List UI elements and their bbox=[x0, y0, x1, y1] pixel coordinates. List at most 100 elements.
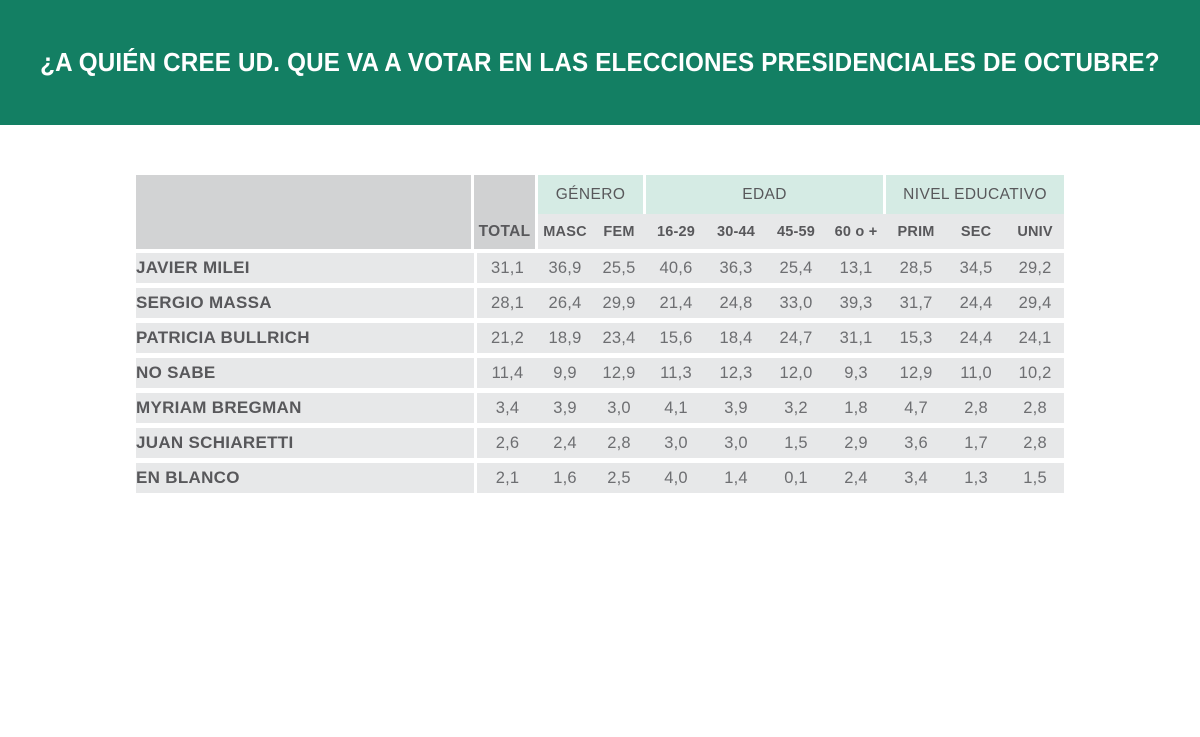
cell-e16_29: 40,6 bbox=[646, 253, 707, 283]
cell-fem: 25,5 bbox=[592, 253, 647, 283]
column-header-prim: PRIM bbox=[886, 214, 947, 249]
column-header-univ: UNIV bbox=[1006, 214, 1065, 249]
cell-masc: 26,4 bbox=[538, 288, 592, 318]
cell-prim: 15,3 bbox=[886, 323, 947, 353]
cell-e45_59: 24,7 bbox=[766, 323, 827, 353]
column-header-sec: SEC bbox=[946, 214, 1007, 249]
cell-total: 2,6 bbox=[474, 428, 538, 458]
cell-e45_59: 0,1 bbox=[766, 463, 827, 493]
row-label: PATRICIA BULLRICH bbox=[136, 323, 474, 353]
cell-e45_59: 1,5 bbox=[766, 428, 827, 458]
row-label: MYRIAM BREGMAN bbox=[136, 393, 474, 423]
row-gap bbox=[136, 353, 1065, 358]
cell-e16_29: 4,1 bbox=[646, 393, 707, 423]
cell-e30_44: 3,0 bbox=[706, 428, 767, 458]
cell-sec: 34,5 bbox=[946, 253, 1007, 283]
column-header-masc: MASC bbox=[538, 214, 592, 249]
cell-e30_44: 24,8 bbox=[706, 288, 767, 318]
cell-e30_44: 3,9 bbox=[706, 393, 767, 423]
cell-e16_29: 4,0 bbox=[646, 463, 707, 493]
header-body-spacer bbox=[136, 249, 1065, 253]
poll-results-table: GÉNERO EDAD NIVEL EDUCATIVO TOTAL MASC F… bbox=[136, 175, 1065, 493]
cell-fem: 2,5 bbox=[592, 463, 647, 493]
cell-prim: 3,6 bbox=[886, 428, 947, 458]
column-header-60-mas: 60 o + bbox=[826, 214, 887, 249]
cell-sec: 1,7 bbox=[946, 428, 1007, 458]
group-header-genero: GÉNERO bbox=[538, 175, 647, 214]
cell-masc: 36,9 bbox=[538, 253, 592, 283]
cell-sec: 24,4 bbox=[946, 288, 1007, 318]
group-header-edad: EDAD bbox=[646, 175, 887, 214]
cell-fem: 23,4 bbox=[592, 323, 647, 353]
row-gap bbox=[136, 283, 1065, 288]
cell-e60_mas: 1,8 bbox=[826, 393, 887, 423]
cell-e45_59: 12,0 bbox=[766, 358, 827, 388]
cell-e16_29: 15,6 bbox=[646, 323, 707, 353]
table-head: GÉNERO EDAD NIVEL EDUCATIVO TOTAL MASC F… bbox=[136, 175, 1065, 249]
column-header-total: TOTAL bbox=[474, 214, 538, 249]
cell-univ: 29,2 bbox=[1006, 253, 1065, 283]
cell-total: 21,2 bbox=[474, 323, 538, 353]
row-gap bbox=[136, 388, 1065, 393]
cell-fem: 2,8 bbox=[592, 428, 647, 458]
column-header-fem: FEM bbox=[592, 214, 647, 249]
cell-univ: 1,5 bbox=[1006, 463, 1065, 493]
cell-masc: 9,9 bbox=[538, 358, 592, 388]
cell-masc: 3,9 bbox=[538, 393, 592, 423]
cell-prim: 3,4 bbox=[886, 463, 947, 493]
table-row: NO SABE 11,4 9,9 12,9 11,3 12,3 12,0 9,3 12,9 11,… bbox=[136, 358, 1065, 388]
page-title: ¿A QUIÉN CREE UD. QUE VA A VOTAR EN LAS … bbox=[40, 47, 1160, 77]
cell-total: 2,1 bbox=[474, 463, 538, 493]
cell-total: 11,4 bbox=[474, 358, 538, 388]
group-header-row: GÉNERO EDAD NIVEL EDUCATIVO bbox=[136, 175, 1065, 214]
cell-e45_59: 33,0 bbox=[766, 288, 827, 318]
group-header-nivel-educativo: NIVEL EDUCATIVO bbox=[886, 175, 1065, 214]
cell-e16_29: 11,3 bbox=[646, 358, 707, 388]
cell-e45_59: 25,4 bbox=[766, 253, 827, 283]
cell-fem: 12,9 bbox=[592, 358, 647, 388]
table-row: EN BLANCO 2,1 1,6 2,5 4,0 1,4 0,1 2,4 3,4 1,3 1,5 bbox=[136, 463, 1065, 493]
table-row: SERGIO MASSA 28,1 26,4 29,9 21,4 24,8 33,0 39,3… bbox=[136, 288, 1065, 318]
table-row: JUAN SCHIARETTI 2,6 2,4 2,8 3,0 3,0 1,5 2,9 3,6 1… bbox=[136, 428, 1065, 458]
row-gap bbox=[136, 318, 1065, 323]
cell-fem: 29,9 bbox=[592, 288, 647, 318]
cell-e16_29: 21,4 bbox=[646, 288, 707, 318]
cell-e30_44: 18,4 bbox=[706, 323, 767, 353]
cell-total: 3,4 bbox=[474, 393, 538, 423]
cell-e30_44: 1,4 bbox=[706, 463, 767, 493]
cell-e16_29: 3,0 bbox=[646, 428, 707, 458]
cell-e30_44: 36,3 bbox=[706, 253, 767, 283]
row-label: JUAN SCHIARETTI bbox=[136, 428, 474, 458]
cell-e60_mas: 2,9 bbox=[826, 428, 887, 458]
cell-univ: 29,4 bbox=[1006, 288, 1065, 318]
cell-prim: 31,7 bbox=[886, 288, 947, 318]
cell-masc: 2,4 bbox=[538, 428, 592, 458]
column-header-30-44: 30-44 bbox=[706, 214, 767, 249]
cell-univ: 24,1 bbox=[1006, 323, 1065, 353]
cell-prim: 12,9 bbox=[886, 358, 947, 388]
cell-sec: 24,4 bbox=[946, 323, 1007, 353]
row-label: NO SABE bbox=[136, 358, 474, 388]
cell-e60_mas: 2,4 bbox=[826, 463, 887, 493]
cell-e45_59: 3,2 bbox=[766, 393, 827, 423]
cell-e60_mas: 31,1 bbox=[826, 323, 887, 353]
cell-e30_44: 12,3 bbox=[706, 358, 767, 388]
cell-e60_mas: 9,3 bbox=[826, 358, 887, 388]
table-body: JAVIER MILEI 31,1 36,9 25,5 40,6 36,3 25,4 13,1… bbox=[136, 249, 1065, 493]
cell-sec: 2,8 bbox=[946, 393, 1007, 423]
table-row: PATRICIA BULLRICH 21,2 18,9 23,4 15,6 18,4 24,… bbox=[136, 323, 1065, 353]
group-header-blank bbox=[136, 175, 474, 214]
cell-total: 31,1 bbox=[474, 253, 538, 283]
cell-sec: 11,0 bbox=[946, 358, 1007, 388]
column-header-blank bbox=[136, 214, 474, 249]
row-label: EN BLANCO bbox=[136, 463, 474, 493]
row-gap bbox=[136, 423, 1065, 428]
table-area: GÉNERO EDAD NIVEL EDUCATIVO TOTAL MASC F… bbox=[0, 125, 1200, 737]
cell-e60_mas: 13,1 bbox=[826, 253, 887, 283]
column-header-row: TOTAL MASC FEM 16-29 30-44 45-59 60 o + … bbox=[136, 214, 1065, 249]
table-row: MYRIAM BREGMAN 3,4 3,9 3,0 4,1 3,9 3,2 1,8 4,7 2,… bbox=[136, 393, 1065, 423]
column-header-45-59: 45-59 bbox=[766, 214, 827, 249]
cell-fem: 3,0 bbox=[592, 393, 647, 423]
cell-prim: 28,5 bbox=[886, 253, 947, 283]
cell-univ: 2,8 bbox=[1006, 393, 1065, 423]
